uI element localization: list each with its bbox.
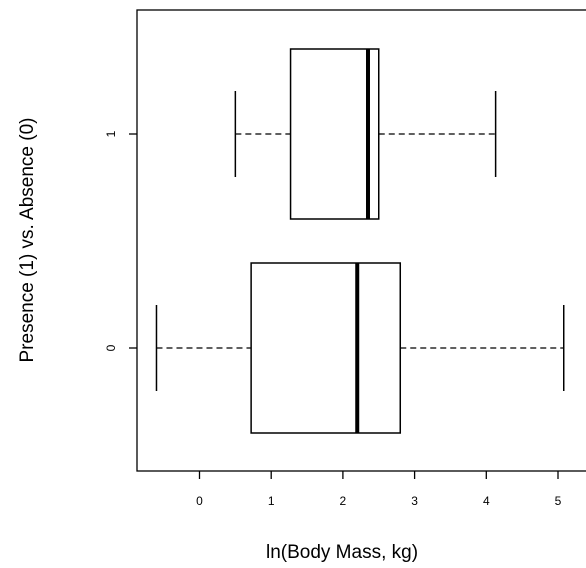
x-axis: 0 1 2 3 4 5: [196, 471, 562, 508]
x-tick-label-0: 0: [196, 494, 203, 508]
box-0: [250, 262, 402, 434]
x-tick-label-4: 4: [483, 494, 490, 508]
box-1: [289, 48, 380, 220]
y-axis-title: Presence (1) vs. Absence (0): [17, 118, 38, 363]
x-tick-label-1: 1: [268, 494, 275, 508]
x-tick-label-3: 3: [411, 494, 418, 508]
box-group-1: [234, 48, 497, 220]
box-group-0: [155, 262, 565, 434]
x-axis-title: ln(Body Mass, kg): [266, 542, 418, 563]
y-tick-label-1: 1: [104, 130, 118, 137]
plot-frame: [136, 9, 586, 472]
boxes-layer: [155, 48, 565, 434]
x-tick-label-2: 2: [340, 494, 347, 508]
y-tick-label-0: 0: [104, 344, 118, 351]
y-axis: 01: [104, 130, 137, 351]
x-tick-label-5: 5: [555, 494, 562, 508]
